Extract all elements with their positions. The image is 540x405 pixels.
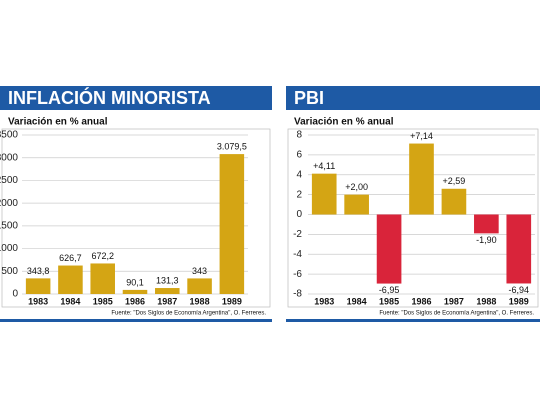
x-tick-label: 1983	[314, 296, 334, 306]
value-label: -6,95	[379, 285, 400, 295]
y-tick-label: 2500	[0, 175, 18, 186]
bar	[155, 288, 180, 294]
y-tick-label: -6	[293, 269, 302, 280]
x-tick-label: 1986	[411, 296, 431, 306]
chart-subtitle: Variación en % anual	[8, 117, 108, 128]
x-tick-label: 1983	[28, 296, 48, 306]
value-label: -1,90	[476, 235, 497, 245]
x-tick-label: 1987	[157, 296, 177, 306]
bar	[25, 278, 51, 294]
y-tick-label: 0	[296, 209, 302, 220]
plot-frame	[287, 128, 539, 308]
y-tick-label: 2000	[0, 198, 18, 209]
x-tick-label: 1989	[509, 296, 529, 306]
value-label: +2,59	[443, 176, 466, 186]
y-tick-label: 500	[1, 266, 18, 277]
y-tick-label: 4	[296, 169, 302, 180]
x-tick-label: 1987	[444, 296, 464, 306]
bar	[474, 214, 499, 234]
title-bar	[0, 86, 272, 110]
bar	[376, 214, 402, 284]
y-tick-label: 1000	[0, 243, 18, 254]
value-label: +7,14	[410, 131, 433, 141]
x-tick-label: 1988	[190, 296, 210, 306]
bar	[506, 214, 532, 284]
x-tick-label: 1984	[347, 296, 367, 306]
chart-subtitle: Variación en % anual	[294, 117, 394, 128]
value-label: 90,1	[126, 277, 144, 287]
value-label: 3.079,5	[217, 141, 247, 151]
x-tick-label: 1985	[379, 296, 399, 306]
plot-frame	[1, 128, 271, 308]
bar	[58, 265, 83, 294]
bar	[187, 278, 212, 294]
y-tick-label: 3000	[0, 152, 18, 163]
y-tick-label: 0	[12, 289, 18, 300]
y-tick-label: -8	[293, 289, 302, 300]
y-tick-label: 3500	[0, 130, 18, 141]
value-label: -6,94	[509, 285, 530, 295]
x-tick-label: 1989	[222, 296, 242, 306]
x-tick-label: 1988	[476, 296, 496, 306]
source-note: Fuente: "Dos Siglos de Economía Argentin…	[111, 311, 266, 317]
chart-title: PBI	[294, 88, 324, 108]
bar	[344, 194, 369, 215]
value-label: 626,7	[59, 253, 82, 263]
bar	[122, 289, 148, 294]
value-label: 672,2	[91, 251, 114, 261]
value-label: 343,8	[27, 266, 50, 276]
y-tick-label: 8	[296, 130, 302, 141]
bar	[441, 188, 467, 215]
y-tick-label: -2	[293, 229, 302, 240]
bottom-rule	[0, 319, 272, 322]
x-tick-label: 1985	[93, 296, 113, 306]
y-tick-label: 1500	[0, 220, 18, 231]
source-note: Fuente: "Dos Siglos de Economía Argentin…	[379, 311, 534, 317]
value-label: +2,00	[345, 182, 368, 192]
y-tick-label: -4	[293, 249, 302, 260]
bar	[90, 263, 115, 294]
y-tick-label: 6	[296, 150, 302, 161]
value-label: 343	[192, 266, 207, 276]
bottom-rule	[286, 319, 540, 322]
value-label: 131,3	[156, 275, 179, 285]
bar	[409, 143, 434, 215]
bar	[219, 154, 245, 294]
title-bar	[286, 86, 540, 110]
bar	[311, 173, 337, 215]
x-tick-label: 1986	[125, 296, 145, 306]
chart-title: INFLACIÓN MINORISTA	[8, 87, 211, 108]
value-label: +4,11	[313, 161, 335, 171]
y-tick-label: 2	[296, 189, 302, 200]
x-tick-label: 1984	[60, 296, 80, 306]
